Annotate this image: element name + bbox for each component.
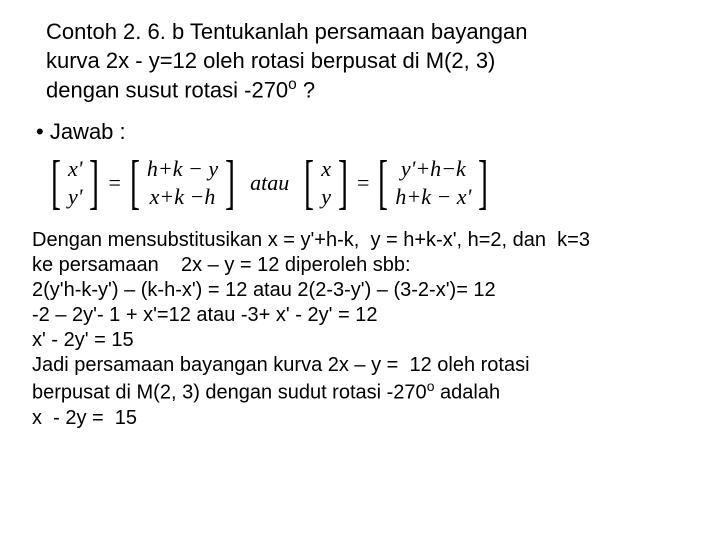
solution-line: ke persamaan 2x – y = 12 diperoleh sbb: [32,253,700,278]
text: adalah [434,382,500,404]
bracket-icon: ] [89,157,99,208]
solution-block: Dengan mensubstitusikan x = y'+h-k, y = … [32,228,700,431]
solution-line: 2(y'h-k-y') – (k-h-x') = 12 atau 2(2-3-y… [32,278,700,303]
problem-line2: kurva 2x - y=12 oleh rotasi berpusat di … [46,48,495,73]
matrix-expr2: y'+h−k h+k − x' [393,155,473,210]
cell: x+k −h [147,183,218,211]
problem-line3-post: ? [297,78,315,103]
bracket-icon: ] [225,157,235,208]
solution-line: x - 2y = 15 [32,406,700,431]
cell: x [321,155,331,183]
cell: h+k − y [147,155,218,183]
bracket-icon: [ [51,157,61,208]
matrix-xy-prime: x' y' [66,155,84,210]
matrix-equation: [ x' y' ] = [ h+k − y x+k −h ] atau [ x … [46,155,700,210]
solution-line: Jadi persamaan bayangan kurva 2x – y = 1… [32,353,700,378]
cell: y [321,183,331,211]
solution-line: -2 – 2y'- 1 + x'=12 atau -3+ x' - 2y' = … [32,303,700,328]
cell: y' [68,183,82,211]
slide-page: Contoh 2. 6. b Tentukanlah persamaan bay… [0,0,720,431]
solution-line: x' - 2y' = 15 [32,328,700,353]
matrix-expr1: h+k − y x+k −h [145,155,220,210]
text: berpusat di M(2, 3) dengan sudut rotasi … [32,382,427,404]
bracket-icon: [ [130,157,140,208]
problem-line1: Contoh 2. 6. b Tentukanlah persamaan bay… [46,19,528,44]
cell: x' [68,155,82,183]
answer-label: • Jawab : [36,119,700,145]
cell: y'+h−k [395,155,471,183]
problem-degree-sup: o [288,76,297,93]
solution-line: berpusat di M(2, 3) dengan sudut rotasi … [32,378,700,406]
atau-text: atau [250,170,289,196]
bracket-icon: ] [338,157,348,208]
bracket-icon: [ [378,157,388,208]
problem-line3-pre: dengan susut rotasi -270 [46,78,288,103]
bracket-icon: [ [304,157,314,208]
equals-sign: = [357,170,369,196]
problem-statement: Contoh 2. 6. b Tentukanlah persamaan bay… [46,18,700,105]
equals-sign: = [108,170,120,196]
matrix-xy: x y [319,155,333,210]
solution-line: Dengan mensubstitusikan x = y'+h-k, y = … [32,228,700,253]
bracket-icon: ] [478,157,488,208]
cell: h+k − x' [395,183,471,211]
